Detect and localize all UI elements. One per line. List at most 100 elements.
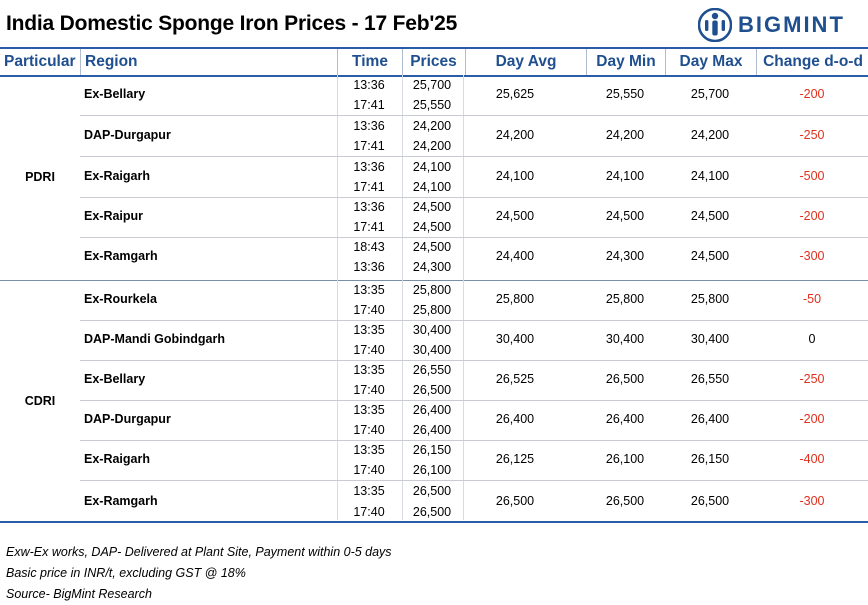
table-row: DAP-Durgapur 13:35 17:40 26,400 26,400 2…	[80, 400, 868, 441]
change-dod: -50	[802, 292, 822, 306]
footnote-terms: Exw-Ex works, DAP- Delivered at Plant Si…	[6, 545, 392, 559]
time-2: 17:40	[353, 343, 385, 357]
price-2: 24,500	[412, 220, 452, 234]
region-name: Ex-Bellary	[84, 372, 146, 386]
change-dod: -200	[799, 209, 825, 223]
time-2: 17:41	[353, 220, 385, 234]
change-dod: -250	[799, 128, 825, 142]
day-max: 24,200	[690, 128, 730, 142]
price-2: 26,400	[412, 423, 452, 437]
price-2: 24,300	[412, 260, 452, 274]
day-max: 24,500	[690, 249, 730, 263]
price-1: 24,500	[412, 240, 452, 254]
price-1: 26,500	[412, 484, 452, 498]
time-1: 13:36	[353, 200, 385, 214]
time-1: 13:35	[353, 283, 385, 297]
day-min: 24,200	[605, 128, 645, 142]
change-dod: -200	[799, 412, 825, 426]
day-avg: 26,525	[495, 372, 535, 386]
time-2: 17:40	[353, 383, 385, 397]
time-2: 17:41	[353, 139, 385, 153]
change-dod: -250	[799, 372, 825, 386]
col-region: Region	[80, 49, 337, 75]
table-row: DAP-Durgapur 13:36 17:41 24,200 24,200 2…	[80, 116, 868, 157]
time-2: 17:41	[353, 180, 385, 194]
col-day-min: Day Min	[586, 49, 665, 75]
change-dod: -400	[799, 452, 825, 466]
brand-logo: BIGMINT	[698, 8, 845, 42]
region-name: DAP-Mandi Gobindgarh	[84, 332, 225, 346]
col-change: Change d-o-d	[756, 49, 868, 75]
price-1: 25,800	[412, 283, 452, 297]
page-title: India Domestic Sponge Iron Prices - 17 F…	[6, 12, 458, 35]
time-1: 13:36	[353, 160, 385, 174]
time-1: 13:36	[353, 119, 385, 133]
day-avg: 24,500	[495, 209, 535, 223]
region-name: Ex-Ramgarh	[84, 494, 158, 508]
bigmint-person-icon	[698, 8, 732, 42]
time-1: 13:35	[353, 443, 385, 457]
day-avg: 30,400	[495, 332, 535, 346]
change-dod: 0	[808, 332, 816, 346]
price-1: 24,200	[412, 119, 452, 133]
day-max: 30,400	[690, 332, 730, 346]
time-1: 13:35	[353, 363, 385, 377]
table-row: Ex-Raipur 13:36 17:41 24,500 24,500 24,5…	[80, 197, 868, 238]
change-dod: -200	[799, 87, 825, 101]
time-1: 13:35	[353, 484, 385, 498]
section-cdri: CDRI Ex-Rourkela 13:35 17:40 25,800 25,8…	[0, 280, 868, 520]
price-1: 26,550	[412, 363, 452, 377]
col-particular: Particular	[4, 53, 76, 70]
col-prices: Prices	[402, 49, 464, 75]
time-1: 18:43	[353, 240, 385, 254]
day-avg: 26,400	[495, 412, 535, 426]
day-min: 26,500	[605, 372, 645, 386]
col-time: Time	[337, 49, 402, 75]
price-1: 26,400	[412, 403, 452, 417]
region-name: Ex-Ramgarh	[84, 249, 158, 263]
table-row: Ex-Bellary 13:36 17:41 25,700 25,550 25,…	[80, 75, 868, 116]
table-row: Ex-Rourkela 13:35 17:40 25,800 25,800 25…	[80, 280, 868, 321]
region-name: DAP-Durgapur	[84, 128, 171, 142]
price-2: 25,550	[412, 98, 452, 112]
table-row: Ex-Bellary 13:35 17:40 26,550 26,500 26,…	[80, 360, 868, 401]
price-2: 30,400	[412, 343, 452, 357]
day-min: 25,550	[605, 87, 645, 101]
day-max: 26,150	[690, 452, 730, 466]
change-dod: -500	[799, 169, 825, 183]
price-2: 26,500	[412, 505, 452, 519]
price-1: 26,150	[412, 443, 452, 457]
table-row: DAP-Mandi Gobindgarh 13:35 17:40 30,400 …	[80, 320, 868, 361]
day-max: 24,100	[690, 169, 730, 183]
table-row: Ex-Ramgarh 13:35 17:40 26,500 26,500 26,…	[80, 480, 868, 520]
time-1: 13:35	[353, 323, 385, 337]
time-1: 13:36	[353, 78, 385, 92]
day-avg: 26,500	[495, 494, 535, 508]
particular-label: CDRI	[24, 394, 56, 408]
region-name: Ex-Rourkela	[84, 292, 157, 306]
price-2: 25,800	[412, 303, 452, 317]
day-avg: 25,800	[495, 292, 535, 306]
time-2: 17:40	[353, 463, 385, 477]
price-1: 30,400	[412, 323, 452, 337]
day-avg: 26,125	[495, 452, 535, 466]
day-max: 25,700	[690, 87, 730, 101]
col-day-max: Day Max	[665, 49, 756, 75]
time-2: 17:41	[353, 98, 385, 112]
region-name: Ex-Raipur	[84, 209, 144, 223]
footnotes: Exw-Ex works, DAP- Delivered at Plant Si…	[6, 542, 392, 605]
table-header: Particular Region Time Prices Day Avg Da…	[0, 47, 868, 77]
price-2: 24,100	[412, 180, 452, 194]
price-1: 24,500	[412, 200, 452, 214]
region-name: Ex-Raigarh	[84, 452, 150, 466]
logo-text: BIGMINT	[738, 12, 845, 37]
time-2: 17:40	[353, 303, 385, 317]
table-row: Ex-Ramgarh 18:43 13:36 24,500 24,300 24,…	[80, 237, 868, 277]
col-day-avg: Day Avg	[465, 49, 586, 75]
day-avg: 24,100	[495, 169, 535, 183]
table-row: Ex-Raigarh 13:36 17:41 24,100 24,100 24,…	[80, 157, 868, 198]
time-2: 17:40	[353, 505, 385, 519]
day-min: 26,100	[605, 452, 645, 466]
table-bottom-rule	[0, 521, 868, 523]
day-avg: 24,200	[495, 128, 535, 142]
